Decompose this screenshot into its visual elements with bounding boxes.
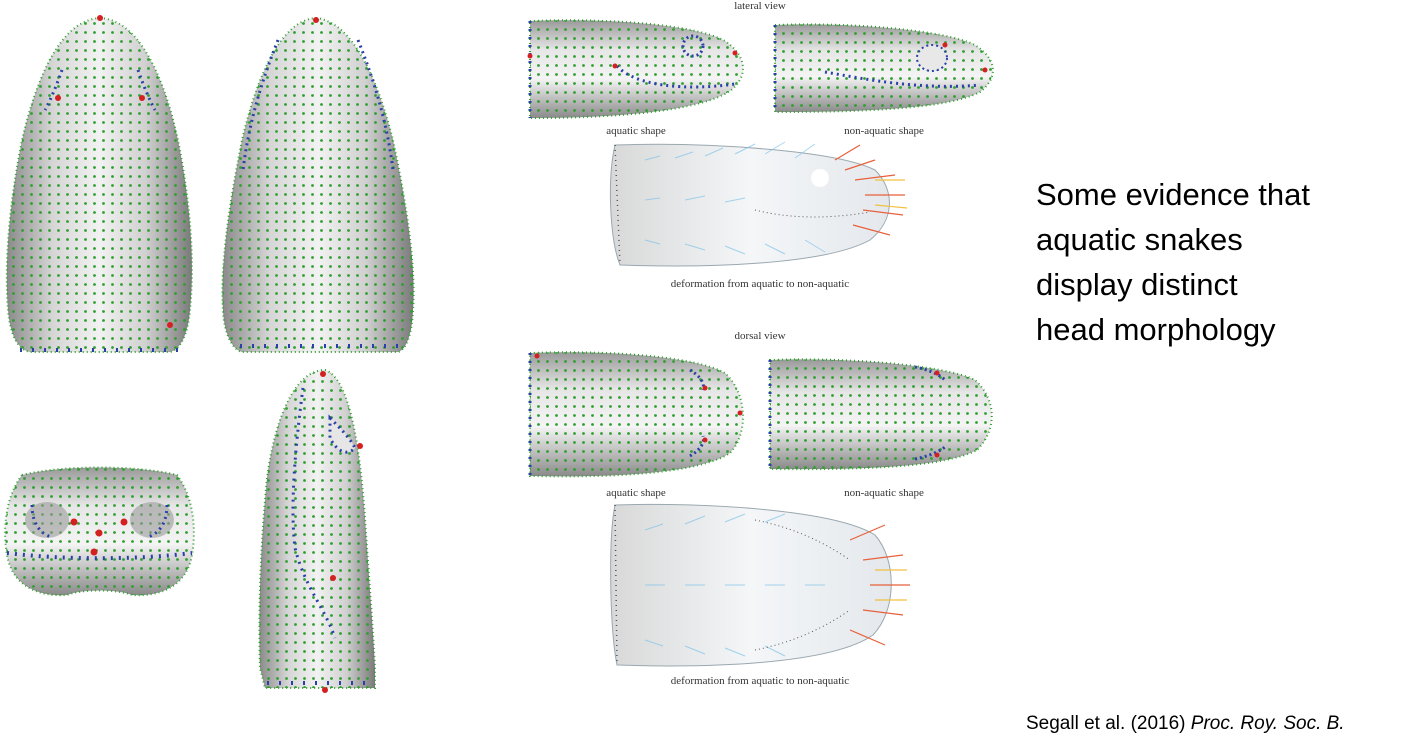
- lateral-aquatic-label: aquatic shape: [606, 125, 666, 137]
- lateral-deformation-label: deformation from aquatic to non-aquatic: [670, 278, 850, 290]
- headline-line-2: aquatic snakes: [1036, 222, 1243, 257]
- lateral-nonaquatic-label: non-aquatic shape: [844, 125, 924, 137]
- dorsal-view-title: dorsal view: [734, 330, 786, 342]
- dorsal-nonaquatic-shape: [768, 358, 993, 471]
- lateral-view-title: lateral view: [734, 0, 786, 12]
- headline-line-1: Some evidence that: [1036, 177, 1311, 212]
- headline-line-4: head morphology: [1036, 312, 1276, 347]
- citation-journal: Proc. Roy. Soc. B.: [1190, 713, 1345, 734]
- dorsal-deformation-map: [610, 503, 910, 667]
- lateral-aquatic-shape: [527, 19, 744, 119]
- headline-line-3: display distinct: [1036, 267, 1238, 302]
- dorsal-aquatic-shape: [528, 351, 744, 478]
- lateral-deformation-map: [609, 141, 908, 267]
- lateral-nonaquatic-shape: [773, 23, 994, 113]
- citation: Segall et al. (2016) Proc. Roy. Soc. B.: [1026, 713, 1345, 735]
- dorsal-aquatic-label: aquatic shape: [606, 487, 666, 499]
- dorsal-deformation-label: deformation from aquatic to non-aquatic: [670, 675, 850, 687]
- citation-authors: Segall et al. (2016): [1026, 713, 1186, 734]
- head-dorsal-view: [5, 15, 193, 353]
- dorsal-nonaquatic-label: non-aquatic shape: [844, 487, 924, 499]
- head-ventral-view: [221, 16, 415, 353]
- slide-headline: Some evidence that aquatic snakes displa…: [1036, 172, 1376, 352]
- head-lateral-3d-view: [258, 368, 376, 693]
- head-anterior-view: [4, 466, 195, 597]
